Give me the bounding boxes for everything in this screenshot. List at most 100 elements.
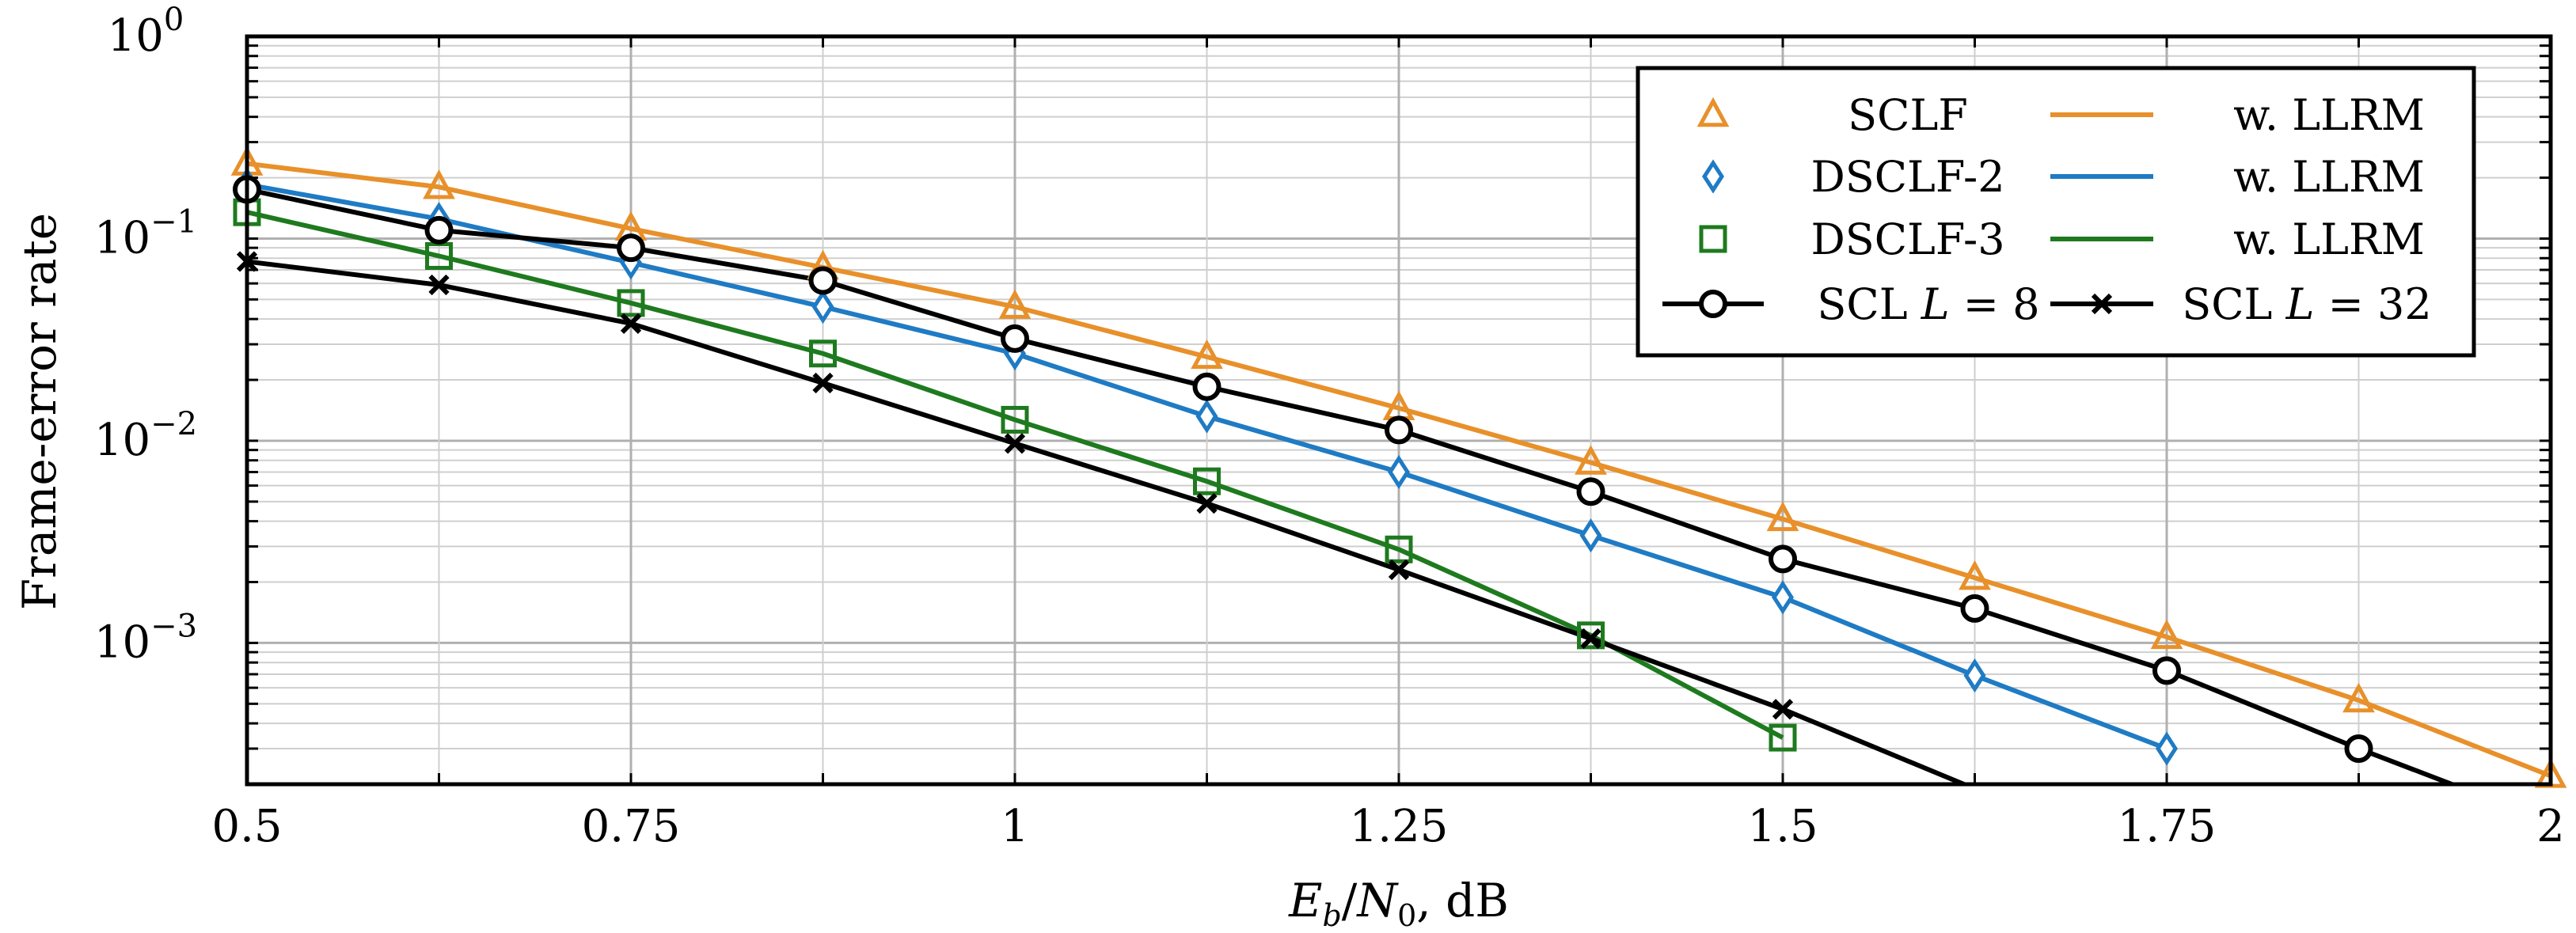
y-tick-label: 10−1 [94,203,197,264]
marker-circle [617,233,645,263]
x-tick-label: 0.5 [211,801,282,852]
marker-diamond [1702,159,1724,194]
marker-circle [1769,544,1797,574]
xlabel-sub2: 0 [1397,898,1416,933]
marker-diamond [811,290,834,324]
x-tick-label: 1 [1001,801,1029,852]
marker-diamond [1388,454,1410,490]
marker-cross [1388,559,1410,581]
y-tick-exponent: 0 [164,2,184,38]
marker-cross [428,274,450,296]
xlabel-symbol2: N [1355,874,1399,927]
marker-circle [1960,594,1989,623]
marker-cross [620,313,642,334]
marker-cross-stroke [1772,699,1794,720]
marker-square [1001,405,1029,434]
marker-circle [1192,372,1222,401]
xlabel-sub1: b [1322,898,1341,933]
marker-square [617,289,645,317]
marker-cross [2091,293,2113,315]
marker-circle [1001,324,1029,353]
marker-diamond [1195,399,1218,434]
marker-cross-stroke [1196,492,1218,514]
series-line [247,161,2551,779]
y-tick-label: 10−3 [94,608,197,668]
y-axis-title: Frame-error rate [13,213,66,610]
marker-circle [1699,290,1727,318]
marker-circle [808,266,838,295]
legend-label: SCLF [1848,90,1968,140]
legend-label: w. LLRM [2233,152,2425,202]
legend: SCLF w. LLRM DSCLF-2 w. LLRM DSCLF-3 w. LLRM S… [1636,66,2476,358]
legend-label-suffix: = 8 [1950,279,2040,329]
legend-label-prefix: SCL [2182,279,2285,329]
y-tick-label: 10−2 [94,406,197,466]
xlabel-slash: / [1342,874,1358,927]
marker-cross-stroke [1580,628,1601,650]
marker-triangle [1191,339,1223,370]
marker-cross [1196,492,1218,514]
marker-cross-stroke [1388,559,1410,581]
marker-triangle [1959,559,1991,590]
y-tick-label: 100 [108,2,184,62]
y-tick-base: 10 [94,616,150,668]
marker-triangle [2150,619,2183,650]
marker-triangle [1766,501,1799,532]
xlabel-symbol: E [1288,874,1322,927]
marker-square [1193,467,1221,495]
marker-diamond [2156,731,2178,766]
marker-cross-stroke [620,313,642,334]
marker-square [1577,621,1605,650]
legend-label-var: L [2285,279,2315,329]
x-tick-labels: 0.5 0.75 1 1.25 1.5 1.75 2 [211,801,2564,852]
legend-label-var: L [1921,279,1950,329]
legend-label: w. LLRM [2233,90,2425,140]
marker-cross-stroke [2091,293,2113,315]
series-line [247,259,1970,784]
marker-square [1699,225,1727,253]
marker-circle [1385,415,1413,445]
marker-cross [1004,433,1026,454]
marker-cross [812,372,834,394]
marker-cross [1772,699,1794,720]
x-axis-title: Eb/N0, dB [1288,874,1509,933]
legend-label-suffix: = 32 [2314,279,2431,329]
x-tick-label: 1.25 [1350,801,1449,852]
marker-triangle [1696,97,1730,127]
plot-frame [245,34,2553,787]
legend-label: SCL L = 32 [2182,279,2432,329]
marker-square [1769,723,1797,752]
y-tick-base: 10 [94,415,150,466]
marker-cross-stroke [812,372,834,394]
y-tick-exponent: −2 [150,406,197,442]
marker-circle [2344,734,2373,764]
series-line [247,210,1784,740]
marker-triangle [2342,682,2375,713]
marker-triangle [423,169,455,199]
legend-label: DSCLF-3 [1810,214,2004,264]
marker-cross-stroke [428,274,450,296]
marker-diamond [1579,518,1602,553]
marker-cross-stroke [1004,433,1026,454]
y-tick-base: 10 [108,10,164,62]
legend-label: SCL L = 8 [1817,279,2039,329]
marker-circle [1576,477,1605,506]
legend-label-prefix: SCL [1817,279,1921,329]
series [230,146,2567,788]
marker-circle [2152,656,2181,685]
x-tick-label: 1.5 [1747,801,1818,852]
legend-label: DSCLF-2 [1810,152,2004,202]
marker-diamond [1963,658,1986,693]
marker-circle [424,215,454,245]
y-tick-exponent: −1 [150,203,197,240]
x-tick-label: 2 [2536,801,2565,852]
marker-diamond [1772,580,1794,615]
xlabel-unit: , dB [1416,874,1509,927]
y-tick-base: 10 [94,212,150,264]
marker-triangle [1575,445,1607,475]
marker-square [809,339,837,368]
y-tick-exponent: −3 [150,608,197,644]
marker-square [1385,535,1413,563]
